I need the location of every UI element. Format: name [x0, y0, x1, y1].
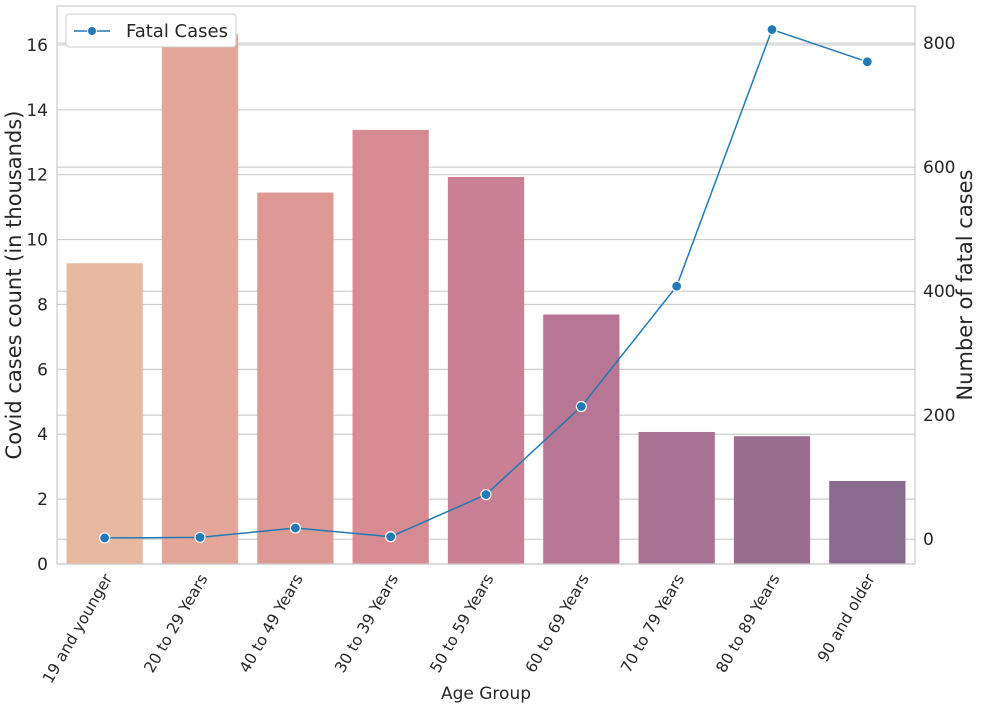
fatal-cases-point	[671, 280, 683, 292]
fatal-cases-point	[289, 522, 301, 534]
left-y-tick-label: 6	[37, 360, 48, 380]
left-y-tick-label: 14	[26, 101, 48, 121]
x-axis-title: Age Group	[441, 684, 531, 704]
fatal-cases-point	[575, 400, 587, 413]
left-y-tick-label: 2	[37, 490, 48, 510]
left-y-tick-label: 16	[26, 36, 48, 56]
right-y-axis-ticks: 0 200 400 600 800	[923, 34, 955, 550]
right-y-tick-label: 800	[923, 34, 955, 54]
bars	[66, 34, 906, 564]
legend-dot-marker	[87, 26, 97, 36]
left-y-tick-label: 0	[37, 555, 48, 575]
right-y-tick-label: 400	[923, 282, 955, 302]
legend-box	[65, 13, 237, 48]
bar	[829, 480, 906, 564]
y-axis-title: Covid cases count (in thousands)	[2, 111, 26, 460]
bar	[161, 34, 239, 564]
bar	[352, 129, 429, 564]
bar	[638, 431, 715, 564]
left-y-tick-label: 10	[26, 231, 48, 251]
left-y-tick-label: 4	[37, 425, 48, 445]
left-y-tick-label: 12	[26, 166, 48, 186]
fatal-cases-point	[480, 488, 492, 501]
right-y-tick-label: 200	[923, 406, 955, 426]
right-y-tick-label: 0	[923, 530, 934, 550]
legend-label: Fatal Cases	[126, 21, 228, 42]
fatal-cases-point	[385, 531, 397, 543]
bar	[66, 263, 143, 564]
fatal-cases-series	[99, 23, 873, 544]
fatal-cases-point	[861, 56, 873, 68]
bar	[733, 436, 811, 564]
right-y-tick-label: 600	[923, 158, 955, 178]
bar	[543, 314, 620, 564]
left-y-tick-label: 8	[37, 295, 48, 315]
bar	[257, 192, 334, 564]
fatal-cases-point	[766, 23, 778, 36]
fatal-cases-point	[194, 531, 206, 543]
plot-frame	[56, 5, 916, 565]
left-y-axis-ticks: 0 2 4 6 8 10 12 14 16	[26, 36, 48, 575]
secondary-y-axis-title: Number of fatal cases	[953, 169, 977, 400]
legend: Fatal Cases	[65, 13, 237, 48]
fatal-cases-point	[99, 532, 111, 544]
